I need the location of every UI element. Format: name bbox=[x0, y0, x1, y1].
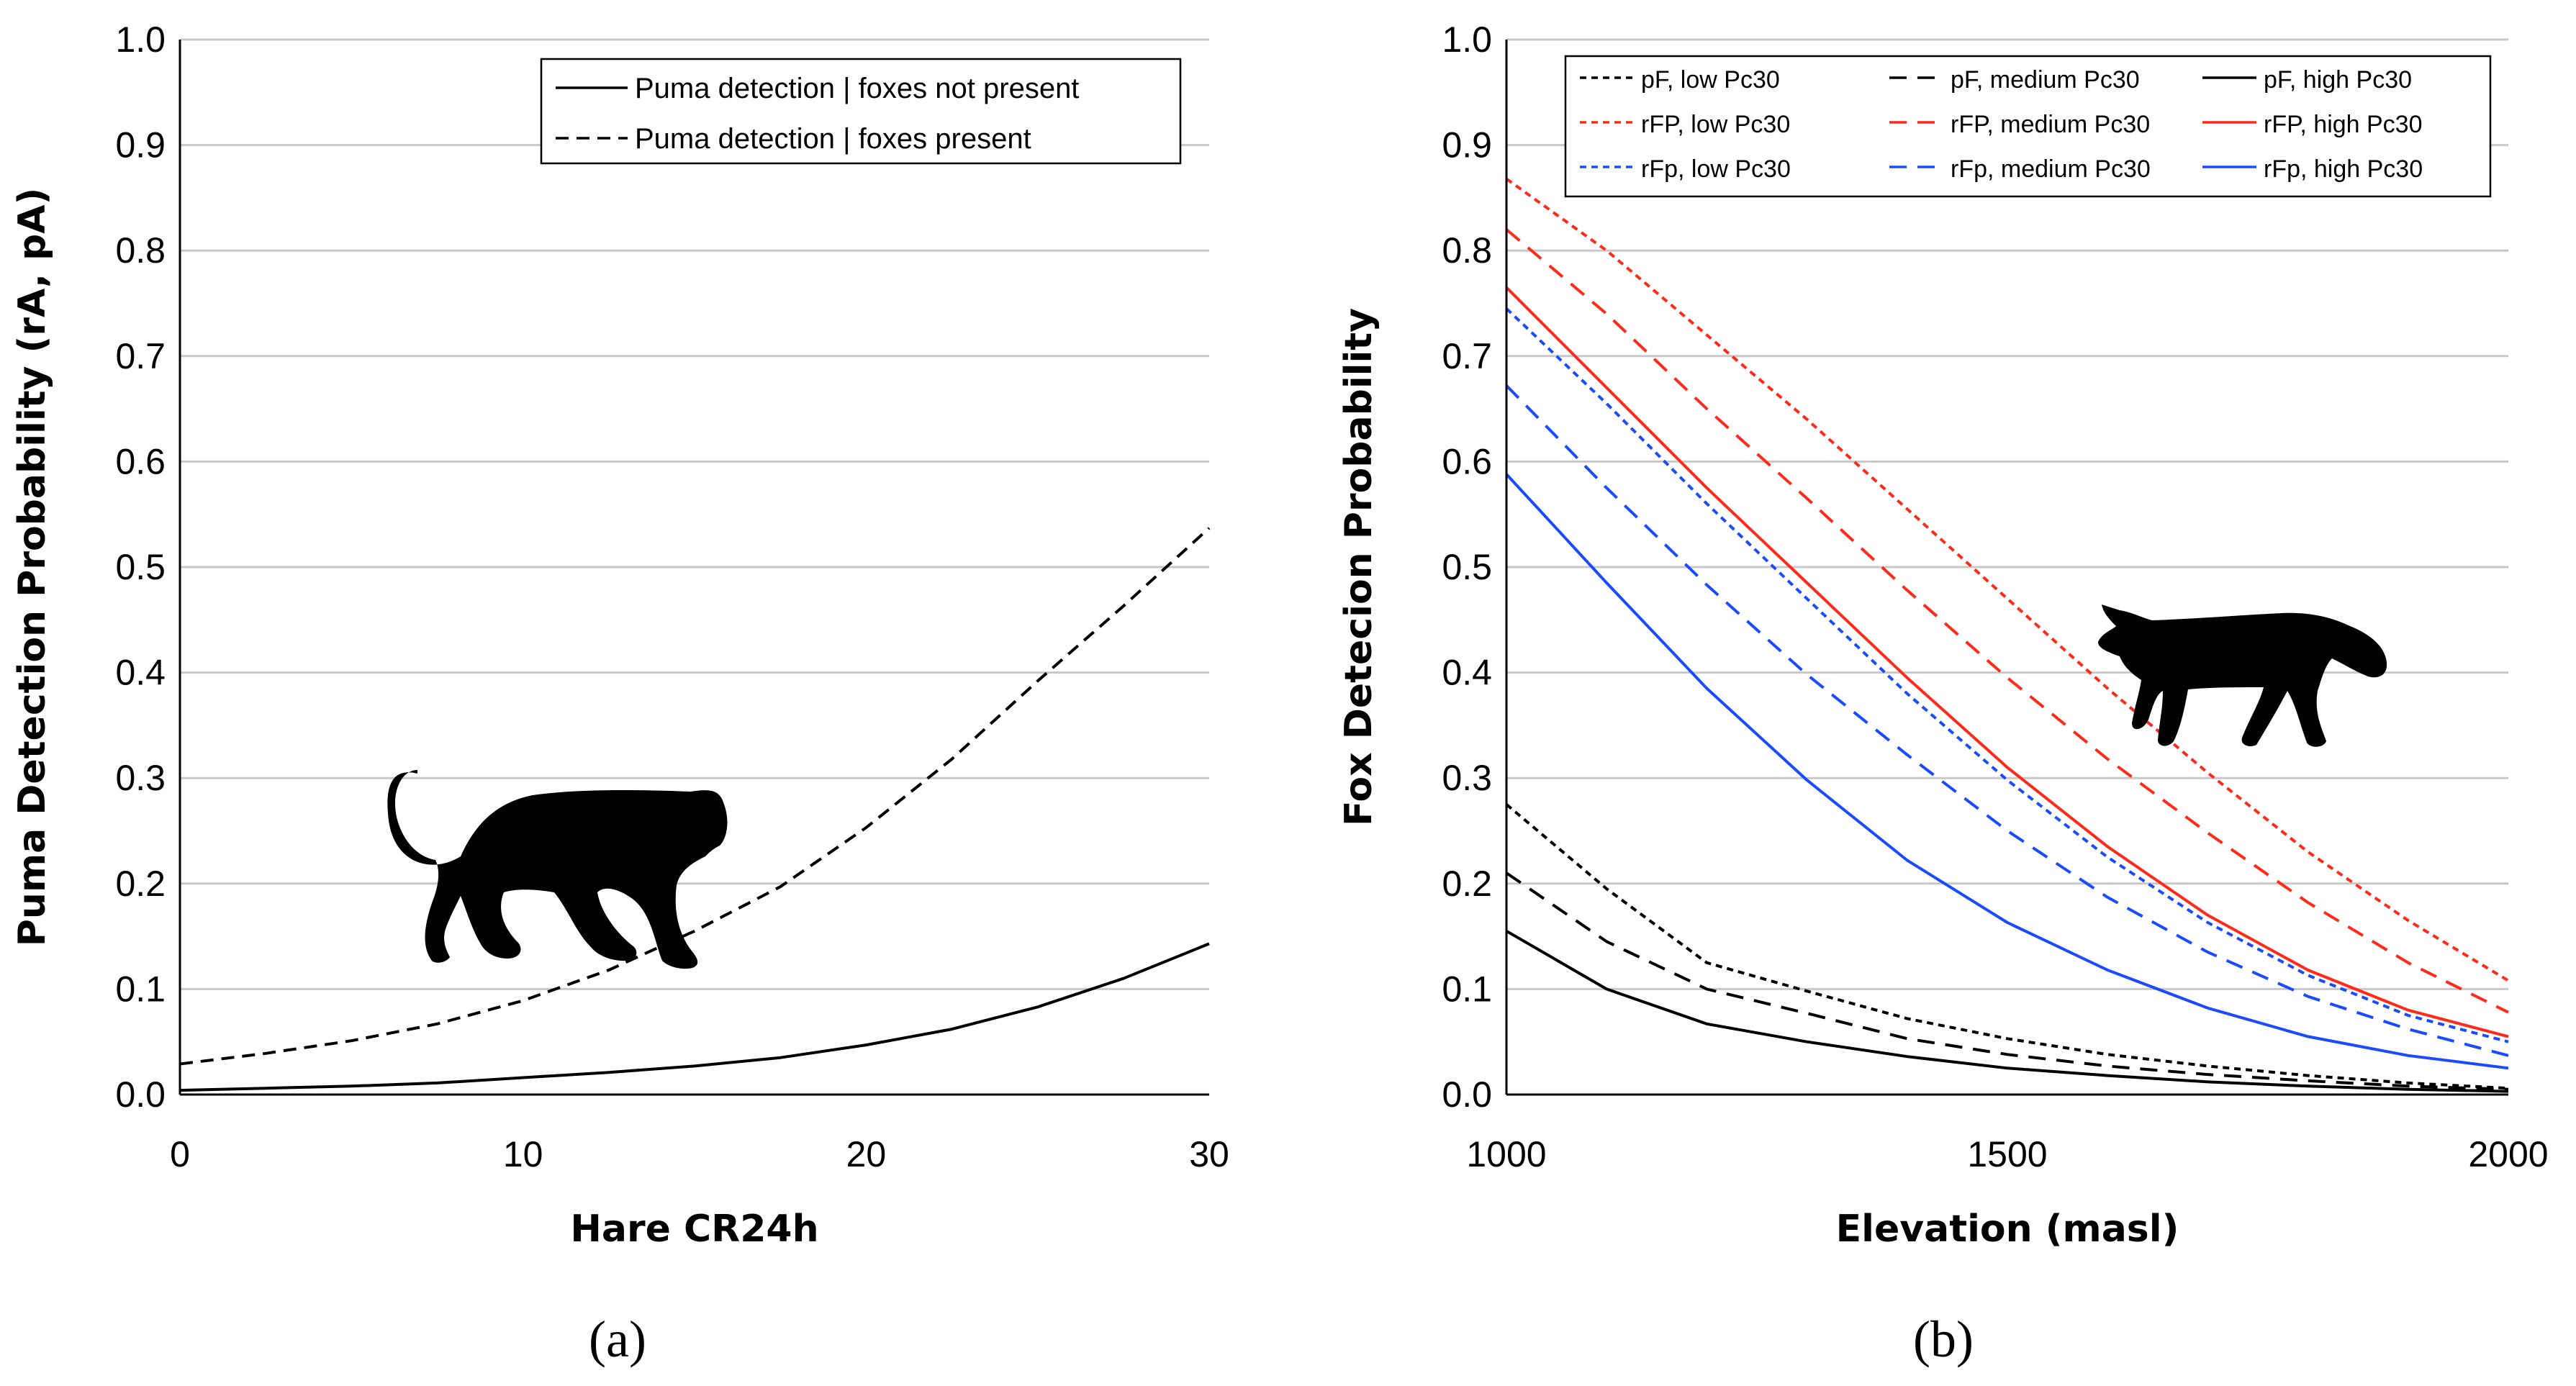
panel-a-chart: 0.0 0.1 0.2 0.3 0.4 0.5 0.6 0.7 0.8 0.9 1.0 0 10 20 3… bbox=[11, 19, 1229, 1251]
panel-a-series-line-1 bbox=[179, 527, 1211, 1066]
panel-b-y-tick-label: 0.9 bbox=[1442, 125, 1492, 166]
panel-b-y-tick-label: 0.7 bbox=[1442, 336, 1492, 376]
panel-a-y-tick-label: 0.6 bbox=[115, 441, 166, 481]
panel-a-y-tick-label: 1.0 bbox=[115, 19, 166, 60]
panel-b-legend: pF, low Pc30 pF, medium Pc30 pF, high Pc30… bbox=[1564, 55, 2492, 198]
panel-b-legend-box bbox=[1564, 55, 2492, 198]
puma-silhouette-icon bbox=[387, 770, 728, 969]
panel-a-legend-box bbox=[540, 58, 1182, 165]
panel-b-x-tick-label: 1000 bbox=[1466, 1134, 1546, 1174]
panel-a-y-tick-label: 0.4 bbox=[115, 653, 166, 693]
panel-a-label: (a) bbox=[589, 1310, 646, 1368]
panel-b-y-tick-label: 0.3 bbox=[1442, 758, 1492, 798]
panel-a-x-tick-label: 10 bbox=[503, 1134, 543, 1174]
panel-b-y-tick-label: 0.6 bbox=[1442, 441, 1492, 481]
panel-b-y-tick-label: 0.2 bbox=[1442, 864, 1492, 904]
panel-a-series bbox=[179, 527, 1211, 1092]
panel-b-y-tick-label: 0.4 bbox=[1442, 653, 1492, 693]
panel-a-y-axis-label: Puma Detection Probability (rA, pA) bbox=[11, 188, 54, 946]
panel-a-y-tick-label: 0.9 bbox=[115, 125, 166, 166]
panel-b-x-tick-label: 1500 bbox=[1967, 1134, 2047, 1174]
panel-b-legend-label-4: rFP, medium Pc30 bbox=[1951, 111, 2150, 138]
panel-a-x-tick-label: 0 bbox=[170, 1134, 190, 1174]
panel-a-y-tick-labels: 0.0 0.1 0.2 0.3 0.4 0.5 0.6 0.7 0.8 0.9 1.0 bbox=[115, 19, 166, 1115]
panel-a-x-tick-label: 30 bbox=[1189, 1134, 1229, 1174]
panel-b-label: (b) bbox=[1913, 1310, 1974, 1368]
panel-a-legend-label-1: Puma detection | foxes present bbox=[635, 123, 1031, 155]
panel-a-y-tick-label: 0.7 bbox=[115, 336, 166, 376]
panel-b-legend-label-7: rFp, medium Pc30 bbox=[1951, 155, 2151, 183]
panel-b-series-line-6 bbox=[1505, 307, 2509, 1043]
panel-b-legend-label-2: pF, high Pc30 bbox=[2264, 66, 2412, 94]
panel-b-series-line-3 bbox=[1505, 177, 2510, 982]
panel-b-legend-label-0: pF, low Pc30 bbox=[1641, 66, 1780, 94]
panel-a-y-tick-label: 0.1 bbox=[115, 969, 166, 1009]
panel-b-legend-label-3: rFP, low Pc30 bbox=[1641, 111, 1790, 138]
panel-b-y-tick-label: 1.0 bbox=[1442, 19, 1492, 60]
panel-b-x-axis-label: Elevation (masl) bbox=[1836, 1208, 2179, 1251]
panel-a-y-tick-label: 0.0 bbox=[115, 1074, 166, 1115]
panel-b-y-tick-label: 0.0 bbox=[1442, 1074, 1492, 1115]
panel-b-series-line-5 bbox=[1505, 286, 2509, 1038]
panel-a-y-tick-label: 0.3 bbox=[115, 758, 166, 798]
panel-b-series-line-2 bbox=[1505, 930, 2509, 1093]
panel-b-legend-label-8: rFp, high Pc30 bbox=[2264, 155, 2423, 183]
panel-b-y-axis-label: Fox Detecion Probability bbox=[1337, 308, 1380, 826]
panel-b-legend-label-1: pF, medium Pc30 bbox=[1951, 66, 2140, 94]
panel-b-legend-label-6: rFp, low Pc30 bbox=[1641, 155, 1791, 183]
panel-a-y-tick-label: 0.2 bbox=[115, 864, 166, 904]
panel-b-y-tick-labels: 0.0 0.1 0.2 0.3 0.4 0.5 0.6 0.7 0.8 0.9 1.0 bbox=[1442, 19, 1492, 1115]
panel-a-legend-label-0: Puma detection | foxes not present bbox=[635, 73, 1079, 104]
panel-b-series bbox=[1505, 177, 2510, 1093]
panel-a-x-tick-label: 20 bbox=[846, 1134, 887, 1174]
panel-b-y-tick-label: 0.5 bbox=[1442, 547, 1492, 587]
panel-b-gridlines bbox=[1506, 38, 2508, 990]
panel-a-y-tick-label: 0.8 bbox=[115, 230, 166, 271]
panel-b-y-tick-label: 0.8 bbox=[1442, 230, 1492, 271]
panel-b-series-line-8 bbox=[1505, 473, 2509, 1070]
panel-a-y-tick-label: 0.5 bbox=[115, 547, 166, 587]
panel-b-series-line-1 bbox=[1505, 871, 2509, 1091]
panel-b-legend-label-5: rFP, high Pc30 bbox=[2264, 111, 2423, 138]
panel-b-y-tick-label: 0.1 bbox=[1442, 969, 1492, 1009]
panel-a-x-axis-label: Hare CR24h bbox=[570, 1208, 818, 1251]
panel-b-series-line-4 bbox=[1505, 228, 2509, 1014]
panel-b-x-tick-labels: 1000 1500 2000 bbox=[1466, 1134, 2548, 1174]
panel-a-x-tick-labels: 0 10 20 30 bbox=[170, 1134, 1229, 1174]
panel-a-legend: Puma detection | foxes not present Puma … bbox=[540, 58, 1182, 165]
panel-b-x-tick-label: 2000 bbox=[2468, 1134, 2548, 1174]
panel-b-series-line-7 bbox=[1505, 384, 2509, 1057]
panel-a-series-line-0 bbox=[179, 942, 1210, 1092]
panel-b-chart: 0.0 0.1 0.2 0.3 0.4 0.5 0.6 0.7 0.8 0.9 1.0 1000 15… bbox=[1337, 19, 2549, 1251]
panel-b-series-line-0 bbox=[1505, 803, 2509, 1090]
fox-silhouette-icon bbox=[2098, 604, 2387, 747]
